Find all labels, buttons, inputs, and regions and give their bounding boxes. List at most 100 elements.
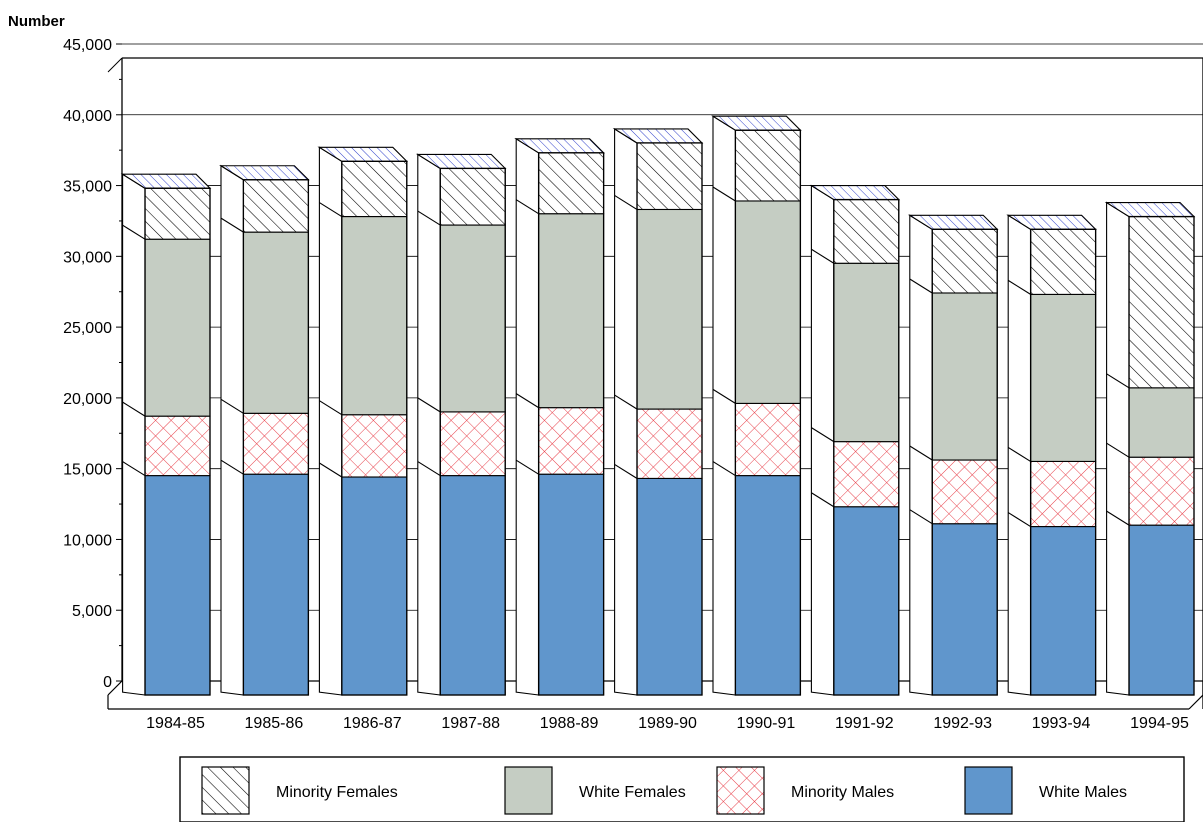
legend-label: Minority Females	[276, 784, 398, 801]
x-tick-label: 1993-94	[1032, 715, 1091, 732]
bar-segment-minority-females	[144, 187, 211, 240]
bar-side-face	[220, 164, 244, 696]
bar-side-edge	[220, 217, 244, 233]
bar-side-edge	[909, 278, 933, 294]
bar-outline	[833, 198, 900, 696]
bar-side-face	[515, 137, 540, 696]
x-tick-label: 1987-88	[441, 715, 500, 732]
bar-segment-white-males	[636, 477, 703, 696]
legend-item-white-females: White Females	[504, 766, 686, 815]
legend-label: Minority Males	[791, 784, 894, 801]
bar-side-edge	[319, 202, 343, 218]
bar-outline	[734, 129, 802, 696]
bar-side-edge	[417, 397, 441, 413]
bar-segment-minority-males	[439, 411, 506, 477]
bar-segment-minority-males	[341, 414, 408, 478]
x-tick-label: 1989-90	[638, 715, 697, 732]
bar-segment-minority-females	[1128, 215, 1195, 389]
bar-segment-minority-males	[144, 415, 211, 477]
bar-outline	[537, 152, 605, 696]
bar-segment-minority-females	[341, 160, 408, 218]
bar-side-edge	[909, 509, 933, 525]
bar-segment-minority-males	[734, 402, 801, 477]
y-axis: 0 5,000 10,000 15,000 20,000 25,000 30,000 35,0…	[63, 37, 122, 691]
x-tick-label: 1990-91	[737, 715, 796, 732]
bar-side-edge	[712, 186, 736, 202]
bar-side-edge	[1106, 510, 1130, 526]
bar-segment-minority-females	[242, 179, 309, 233]
bar-segment-minority-females	[538, 152, 605, 215]
bar-segment-white-males	[734, 475, 801, 696]
x-tick-label: 1985-86	[245, 715, 304, 732]
bar-side-edge	[1007, 512, 1031, 528]
bar-segment-white-females	[242, 231, 309, 414]
x-tick-label: 1984-85	[146, 715, 205, 732]
bar-side-edge	[515, 459, 539, 475]
bar-side-edge	[614, 463, 638, 479]
bar-segment-white-females	[636, 208, 703, 410]
bar-1993-94	[1006, 214, 1097, 696]
bar-side-edge	[220, 459, 244, 475]
bar-1984-85	[120, 173, 212, 696]
bar-outline	[144, 187, 211, 696]
y-tick-label: 35,000	[63, 179, 112, 196]
y-tick-label: 15,000	[63, 462, 112, 479]
y-tick-label: 40,000	[63, 108, 112, 125]
bar-outline	[931, 228, 998, 696]
bar-outline	[341, 160, 408, 696]
legend-item-minority-males: Minority Males	[716, 766, 894, 815]
legend-swatch	[201, 766, 250, 815]
bar-segment-white-females	[1128, 387, 1195, 458]
x-axis: 1984-85 1985-86 1986-87 1987-88 1988-89 1989-…	[146, 715, 1189, 732]
bar-side-edge	[122, 461, 146, 477]
legend-swatch	[964, 766, 1013, 815]
bar-segment-white-males	[439, 475, 506, 696]
left-top-edge	[107, 57, 123, 73]
y-tick-label: 20,000	[63, 391, 112, 408]
bar-outline	[636, 142, 703, 696]
bar-side-edge	[515, 199, 539, 215]
bar-side-face	[909, 214, 933, 696]
bar-segment-minority-males	[833, 441, 900, 508]
legend-swatch	[716, 766, 765, 815]
bar-segment-white-females	[538, 213, 605, 409]
bar-segment-minority-females	[636, 142, 703, 211]
bar-side-edge	[122, 401, 146, 417]
bar-side-face	[318, 146, 343, 696]
bar-outline	[1128, 215, 1195, 696]
y-tick-label: 5,000	[72, 603, 112, 620]
bar-segment-minority-males	[538, 407, 605, 475]
legend-item-white-males: White Males	[964, 766, 1127, 815]
bar-1990-91	[711, 115, 802, 696]
bar-1985-86	[219, 164, 310, 696]
bar-1986-87	[317, 146, 409, 696]
bar-side-face	[712, 115, 736, 696]
bar-segment-white-males	[538, 473, 605, 696]
bar-side-edge	[122, 224, 146, 240]
y-tick-label: 30,000	[63, 249, 112, 266]
bar-segment-minority-females	[439, 167, 506, 226]
bar-side-edge	[515, 393, 539, 409]
bar-side-face	[122, 173, 146, 696]
bar-segment-white-males	[144, 475, 211, 696]
bar-segment-minority-males	[1030, 460, 1097, 528]
bar-segment-white-females	[734, 200, 801, 404]
bar-segment-minority-males	[1128, 456, 1195, 526]
bar-side-edge	[1106, 442, 1130, 458]
bar-side-edge	[712, 388, 736, 404]
floor-back-edge	[107, 680, 1203, 710]
bar-side-face	[614, 127, 638, 696]
bar-segment-white-males	[833, 506, 900, 696]
legend: Minority Females White Females Minority Ma…	[179, 756, 1185, 822]
legend-label: White Females	[579, 784, 686, 801]
bar-segment-white-males	[1128, 524, 1195, 696]
bar-side-edge	[909, 445, 933, 461]
bar-outline	[242, 179, 310, 696]
bar-side-face	[810, 184, 835, 696]
bar-segment-white-females	[931, 292, 998, 461]
bar-1994-95	[1104, 201, 1196, 696]
bar-1992-93	[907, 214, 999, 696]
bar-side-edge	[614, 194, 638, 210]
bar-side-edge	[220, 398, 244, 414]
